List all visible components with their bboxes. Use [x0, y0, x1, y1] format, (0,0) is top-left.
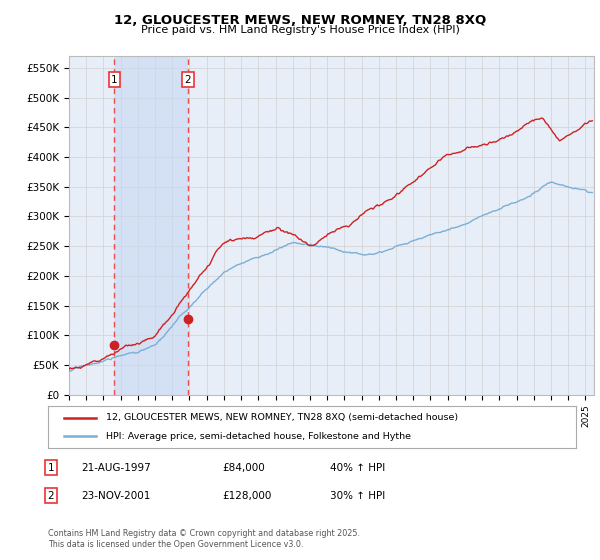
Bar — [115, 56, 188, 395]
Text: Price paid vs. HM Land Registry's House Price Index (HPI): Price paid vs. HM Land Registry's House … — [140, 25, 460, 35]
Text: 2: 2 — [184, 75, 191, 85]
Text: 1: 1 — [111, 75, 118, 85]
Text: 2: 2 — [47, 491, 55, 501]
Text: 23-NOV-2001: 23-NOV-2001 — [81, 491, 151, 501]
Text: 30% ↑ HPI: 30% ↑ HPI — [330, 491, 385, 501]
Text: 12, GLOUCESTER MEWS, NEW ROMNEY, TN28 8XQ: 12, GLOUCESTER MEWS, NEW ROMNEY, TN28 8X… — [114, 14, 486, 27]
Text: 12, GLOUCESTER MEWS, NEW ROMNEY, TN28 8XQ (semi-detached house): 12, GLOUCESTER MEWS, NEW ROMNEY, TN28 8X… — [106, 413, 458, 422]
Text: Contains HM Land Registry data © Crown copyright and database right 2025.
This d: Contains HM Land Registry data © Crown c… — [48, 529, 360, 549]
Text: 40% ↑ HPI: 40% ↑ HPI — [330, 463, 385, 473]
Text: £84,000: £84,000 — [222, 463, 265, 473]
Text: £128,000: £128,000 — [222, 491, 271, 501]
Text: 1: 1 — [47, 463, 55, 473]
Text: 21-AUG-1997: 21-AUG-1997 — [81, 463, 151, 473]
Text: HPI: Average price, semi-detached house, Folkestone and Hythe: HPI: Average price, semi-detached house,… — [106, 432, 411, 441]
